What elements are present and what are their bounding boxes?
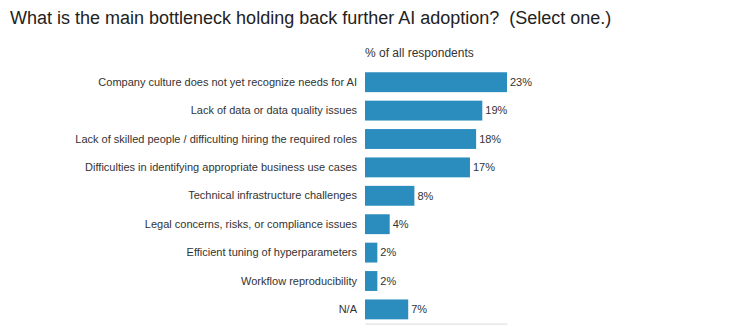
value-axis bbox=[366, 324, 508, 325]
axis-title: % of all respondents bbox=[365, 46, 474, 60]
bar bbox=[365, 129, 476, 149]
tick: Company culture does not yet recognize n… bbox=[98, 76, 365, 88]
data-label: 17% bbox=[473, 161, 495, 173]
tick: N/A bbox=[339, 303, 365, 315]
bar bbox=[365, 243, 377, 263]
bar bbox=[365, 299, 408, 319]
bars bbox=[365, 72, 507, 319]
tick-label: Legal concerns, risks, or compliance iss… bbox=[145, 218, 358, 230]
tick-label: Difficulties in identifying appropriate … bbox=[85, 161, 357, 173]
title: What is the main bottleneck holding back… bbox=[10, 8, 611, 28]
data-label: 4% bbox=[393, 218, 409, 230]
tick: Lack of data or data quality issues bbox=[191, 104, 365, 116]
data-label: 7% bbox=[411, 303, 427, 315]
bar bbox=[365, 72, 507, 92]
bar bbox=[365, 157, 470, 177]
category-axis: Company culture does not yet recognize n… bbox=[75, 76, 365, 315]
tick: Workflow reproducibility bbox=[241, 275, 365, 287]
bar bbox=[365, 214, 390, 234]
tick: Lack of skilled people / difficulting hi… bbox=[75, 133, 365, 145]
data-label: 2% bbox=[380, 275, 396, 287]
tick-label: Lack of data or data quality issues bbox=[191, 104, 358, 116]
data-label: 18% bbox=[479, 133, 501, 145]
data-label: 2% bbox=[380, 246, 396, 258]
data-label: 23% bbox=[510, 76, 532, 88]
bar bbox=[365, 101, 482, 121]
tick: Legal concerns, risks, or compliance iss… bbox=[145, 218, 365, 230]
chart: What is the main bottleneck holding back… bbox=[0, 0, 740, 336]
data-label: 8% bbox=[417, 190, 433, 202]
bar bbox=[365, 271, 377, 291]
tick-label: Workflow reproducibility bbox=[241, 275, 357, 287]
tick: Efficient tuning of hyperparameters bbox=[187, 246, 365, 258]
tick-label: N/A bbox=[339, 303, 358, 315]
tick: Difficulties in identifying appropriate … bbox=[85, 161, 365, 173]
tick-label: Technical infrastructure challenges bbox=[188, 189, 357, 201]
bar bbox=[365, 186, 414, 206]
data-label: 19% bbox=[485, 104, 507, 116]
tick-label: Lack of skilled people / difficulting hi… bbox=[75, 133, 357, 145]
tick-label: Efficient tuning of hyperparameters bbox=[187, 246, 358, 258]
data-labels: 23% 19% 18% 17% 8% 4% 2% 2% 7% bbox=[380, 76, 532, 315]
tick-label: Company culture does not yet recognize n… bbox=[98, 76, 357, 88]
axis-line bbox=[366, 324, 508, 325]
tick: Technical infrastructure challenges bbox=[188, 189, 365, 201]
